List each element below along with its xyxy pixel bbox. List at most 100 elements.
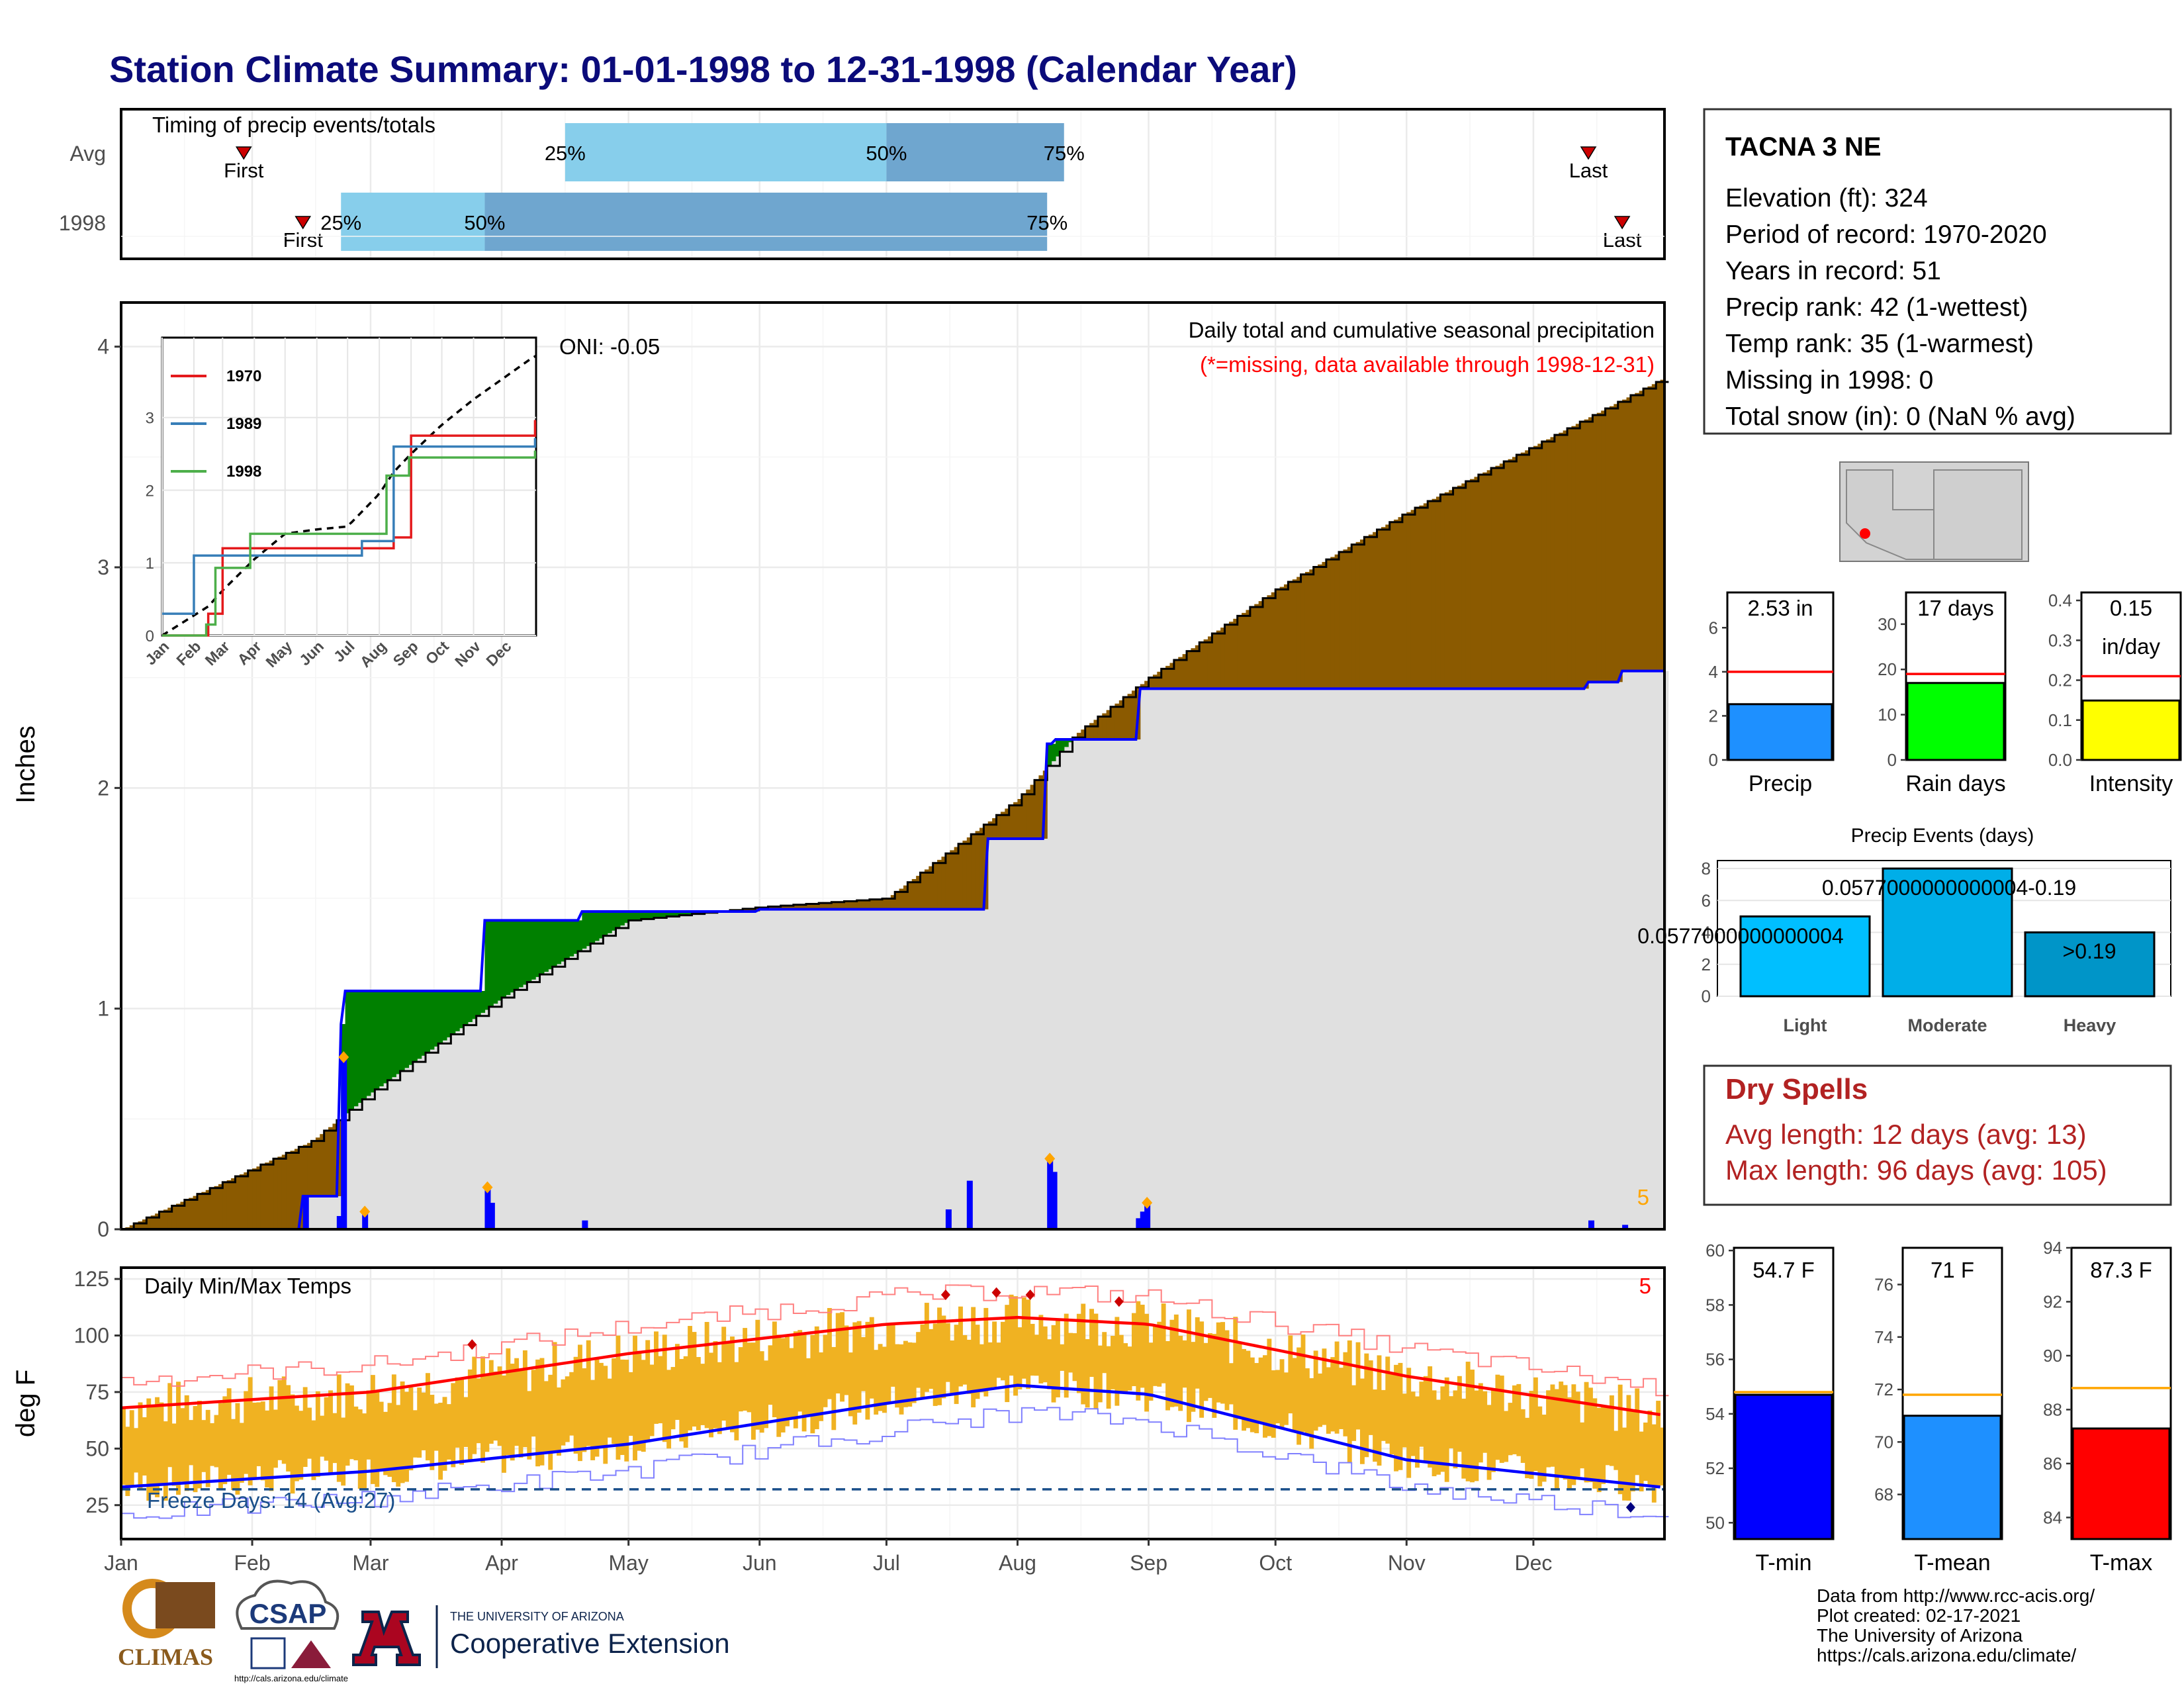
daily-temp-bar (903, 1340, 908, 1407)
timing-bar-25-50 (341, 193, 485, 251)
temp-bar-value (2071, 1427, 2171, 1540)
timing-frame (120, 108, 1666, 260)
precip-departure-segment (1228, 622, 1234, 689)
daily-temp-bar (1435, 1399, 1441, 1475)
precip-departure-segment (1309, 569, 1314, 689)
daily-temp-bar (941, 1315, 946, 1399)
precip-departure-segment (193, 1196, 198, 1229)
daily-temp-bar (1136, 1301, 1141, 1401)
daily-temp-bar (1474, 1390, 1479, 1481)
daily-temp-bar (1334, 1341, 1340, 1434)
station-location-marker (1860, 528, 1870, 539)
precip-departure-segment (674, 912, 680, 916)
precip-departure-segment (768, 906, 773, 910)
timing-last-label: Last (1603, 228, 1642, 252)
daily-temp-bar (1580, 1422, 1585, 1469)
daily-temp-bar (1047, 1339, 1052, 1389)
precip-ytick-label: 3 (97, 555, 109, 579)
precip-departure-segment (150, 1215, 156, 1229)
daily-temp-bar (1368, 1360, 1373, 1435)
precip-departure-segment (1432, 498, 1437, 689)
daily-temp-bar (1550, 1384, 1555, 1467)
precip-corner-count: 5 (1637, 1185, 1649, 1209)
precip-departure-segment (950, 850, 955, 910)
precip-departure-segment (806, 904, 811, 910)
daily-temp-bar (518, 1370, 523, 1458)
precip-departure-segment (1656, 382, 1661, 671)
daily-temp-bar (1076, 1313, 1081, 1393)
daily-temp-bar (1617, 1384, 1623, 1495)
daily-temp-bar (1275, 1370, 1281, 1424)
daily-temp-bar (979, 1344, 984, 1393)
daily-temp-bar (332, 1413, 338, 1464)
precip-departure-segment (679, 912, 684, 915)
daily-temp-bar (1428, 1366, 1433, 1468)
precip-panel: Daily total and cumulative seasonal prec… (11, 236, 1669, 1241)
precip-departure-segment (357, 991, 363, 1103)
daily-temp-bar (146, 1398, 152, 1501)
precip-departure-segment (510, 920, 515, 993)
daily-temp-bar (1034, 1335, 1039, 1376)
daily-temp-bar (396, 1405, 401, 1487)
precip-departure-segment (1465, 481, 1471, 689)
mini-bar-tick-label: 4 (1709, 662, 1718, 682)
temp-bar-value (1903, 1415, 2002, 1540)
precip-departure-segment (987, 821, 993, 839)
precip-departure-segment (1575, 424, 1580, 689)
dry-spells-box: Dry Spells Avg length: 12 days (avg: 13)… (1703, 1064, 2172, 1206)
precip-departure-segment (975, 831, 980, 910)
daily-temp-bar (459, 1377, 465, 1465)
precip-departure-segment (1313, 567, 1318, 689)
precip-departure-segment (552, 920, 557, 967)
daily-temp-bar (1486, 1405, 1492, 1480)
daily-temp-bar (1072, 1333, 1077, 1382)
daily-temp-bar (1322, 1348, 1327, 1425)
precip-departure-segment (878, 898, 883, 910)
precip-departure-segment (1220, 628, 1226, 689)
precip-departure-segment (810, 904, 815, 910)
precip-departure-segment (1111, 706, 1116, 739)
daily-temp-bar (383, 1411, 388, 1476)
precip-departure-segment (1385, 524, 1390, 689)
daily-temp-bar (615, 1335, 621, 1460)
inset-legend-label: 1970 (226, 367, 261, 385)
precip-departure-segment (1415, 508, 1420, 689)
precip-departure-segment (1343, 549, 1348, 689)
daily-temp-bar (1614, 1430, 1619, 1470)
precip-departure-segment (1085, 726, 1090, 739)
month-label: Jun (743, 1551, 777, 1575)
daily-temp-bar (1187, 1309, 1191, 1423)
inset-series-line (162, 450, 537, 637)
daily-temp-bar (1304, 1368, 1310, 1435)
temp-bar-value-label: 54.7 F (1752, 1258, 1815, 1282)
daily-temp-bar (1283, 1372, 1289, 1425)
daily-temp-bar (1609, 1395, 1614, 1466)
daily-temp-bar (1140, 1304, 1145, 1388)
daily-temp-bar (1111, 1335, 1115, 1389)
temp-bar-tick-label: 58 (1706, 1295, 1725, 1315)
temp-bar-tick-label: 56 (1706, 1350, 1725, 1370)
precip-departure-segment (1622, 399, 1627, 671)
inset-ytick-label: 0 (146, 628, 154, 645)
daily-temp-bar (1394, 1364, 1398, 1472)
daily-temp-bar (1499, 1376, 1504, 1463)
precip-departure-segment (1169, 663, 1175, 689)
precip-departure-segment (844, 901, 849, 910)
daily-temp-bar (582, 1368, 587, 1452)
precip-departure-segment (801, 904, 807, 910)
daily-temp-bar (1339, 1368, 1343, 1429)
daily-temp-bar (488, 1360, 494, 1444)
daily-temp-bar (764, 1360, 769, 1429)
inset-ytick-label: 3 (146, 410, 154, 428)
precip-departure-segment (662, 912, 667, 917)
daily-temp-bar (730, 1336, 735, 1432)
daily-temp-bar (527, 1391, 532, 1460)
temp-bar-tick-label: 70 (1874, 1432, 1893, 1452)
precip-departure-segment (506, 920, 511, 996)
mini-bar-value-label: 17 days (1917, 596, 1994, 620)
event-category: Light (1784, 1015, 1827, 1035)
precip-departure-segment (1541, 442, 1547, 689)
precip-departure-segment (958, 843, 964, 910)
precip-departure-segment (1614, 404, 1619, 682)
daily-precip-bar (582, 1220, 588, 1229)
